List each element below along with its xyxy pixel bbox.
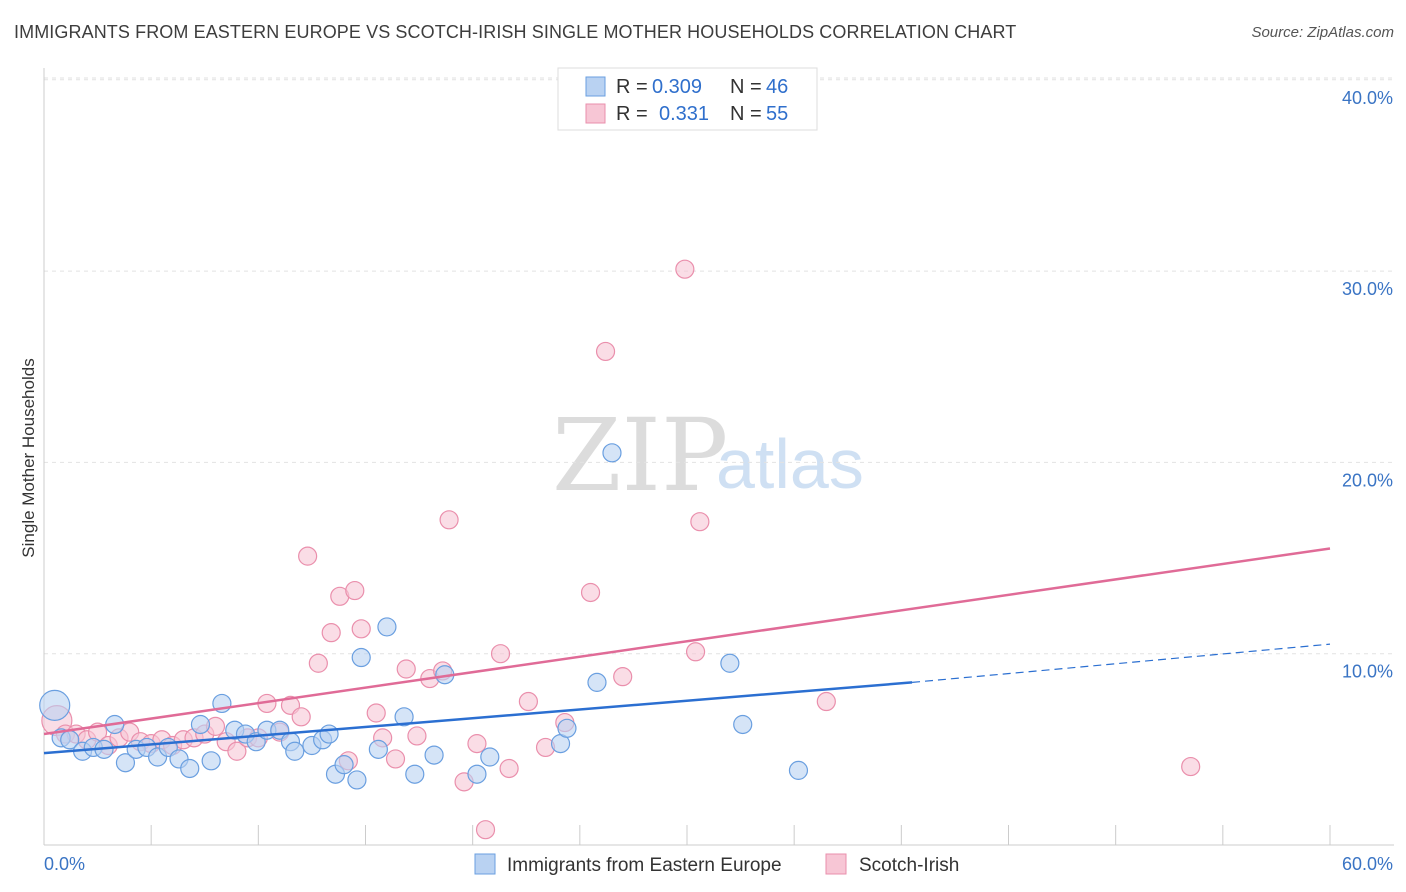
eastern-europe-point	[201, 751, 221, 771]
scotch-irish-point	[298, 546, 318, 566]
legend-n-value-2: 55	[766, 103, 788, 125]
legend-r-label-2: R =	[616, 103, 648, 125]
y-tick-label: 10.0%	[1342, 662, 1393, 682]
legend-n-value-1: 46	[766, 76, 788, 98]
scotch-irish-point	[407, 726, 427, 746]
y-tick-label: 30.0%	[1342, 279, 1393, 299]
legend-swatch-pink	[585, 103, 606, 124]
scotch-irish-point	[685, 642, 706, 662]
y-axis-title: Single Mother Households	[19, 358, 38, 557]
bottom-legend-swatch-pink	[825, 853, 847, 875]
x-tick-label-max: 60.0%	[1342, 854, 1393, 874]
bottom-legend-label-blue: Immigrants from Eastern Europe	[507, 855, 782, 876]
watermark-atlas: atlas	[716, 425, 864, 503]
correlation-legend: R = 0.309 N = 46 R = 0.331 N = 55	[557, 67, 818, 131]
legend-n-label-2: N =	[730, 103, 762, 125]
scotch-irish-point	[351, 619, 371, 639]
eastern-europe-point	[334, 755, 354, 775]
trend-line-eastern-europe-projection	[911, 643, 1331, 683]
scotch-irish-point	[227, 741, 247, 761]
eastern-europe-point	[115, 753, 136, 773]
x-ticks	[150, 825, 1331, 845]
scotch-irish-point	[475, 820, 496, 840]
eastern-europe-point	[720, 653, 740, 673]
scotch-irish-point	[613, 667, 633, 687]
trend-line-eastern-europe	[43, 681, 913, 755]
scotch-irish-point	[366, 703, 386, 723]
legend-swatch-blue	[585, 76, 606, 97]
eastern-europe-point	[394, 707, 414, 727]
eastern-europe-point	[347, 770, 367, 790]
scotch-irish-point	[816, 691, 836, 712]
series-scotch-irish	[41, 259, 1201, 840]
eastern-europe-point	[180, 758, 200, 779]
scotch-irish-point	[291, 707, 311, 727]
legend-n-label-1: N =	[730, 76, 762, 98]
y-tick-labels: 10.0% 20.0% 30.0% 40.0%	[1342, 88, 1393, 682]
eastern-europe-point	[733, 714, 753, 735]
scotch-irish-point	[490, 644, 511, 664]
eastern-europe-point	[424, 745, 444, 765]
eastern-europe-point	[377, 617, 397, 637]
eastern-europe-point	[351, 647, 371, 668]
legend-r-value-1: 0.309	[652, 76, 702, 98]
scotch-irish-point	[690, 512, 710, 532]
eastern-europe-point	[480, 747, 500, 767]
scotch-irish-point	[467, 734, 487, 754]
legend-r-value-2: 0.331	[659, 103, 709, 125]
eastern-europe-point	[587, 672, 607, 692]
series-legend: Immigrants from Eastern Europe Scotch-Ir…	[474, 853, 959, 876]
scotch-irish-point	[595, 341, 616, 362]
scotch-irish-point	[308, 653, 328, 673]
scotch-irish-point	[321, 623, 341, 643]
eastern-europe-point	[285, 741, 305, 761]
scotch-irish-point	[439, 510, 459, 530]
legend-r-label-1: R =	[616, 76, 648, 98]
scotch-irish-point	[345, 580, 365, 601]
eastern-europe-point	[319, 724, 339, 744]
eastern-europe-point	[190, 714, 211, 735]
x-tick-label-min: 0.0%	[44, 854, 85, 874]
scotch-irish-point	[580, 582, 601, 603]
scotch-irish-point	[396, 659, 416, 679]
source-label: Source: ZipAtlas.com	[1251, 24, 1394, 41]
scotch-irish-point	[518, 691, 538, 712]
watermark-zip: ZIP	[552, 397, 728, 514]
bottom-legend-label-pink: Scotch-Irish	[859, 855, 959, 876]
eastern-europe-point	[602, 443, 622, 463]
scotch-irish-point	[499, 758, 519, 779]
eastern-europe-point	[788, 760, 809, 780]
scotch-irish-point	[675, 259, 695, 279]
bottom-legend-swatch-blue	[474, 853, 496, 875]
eastern-europe-point	[39, 689, 71, 721]
trend-lines	[43, 547, 1331, 755]
trend-line-scotch-irish	[43, 547, 1331, 736]
eastern-europe-point	[467, 764, 487, 784]
y-tick-label: 20.0%	[1342, 470, 1393, 490]
scotch-irish-point	[1181, 756, 1201, 777]
eastern-europe-point	[557, 718, 577, 738]
chart-title: IMMIGRANTS FROM EASTERN EUROPE VS SCOTCH…	[14, 22, 1017, 42]
eastern-europe-point	[405, 764, 425, 784]
scotch-irish-point	[385, 749, 406, 769]
y-tick-label: 40.0%	[1342, 88, 1393, 108]
eastern-europe-point	[368, 739, 388, 759]
